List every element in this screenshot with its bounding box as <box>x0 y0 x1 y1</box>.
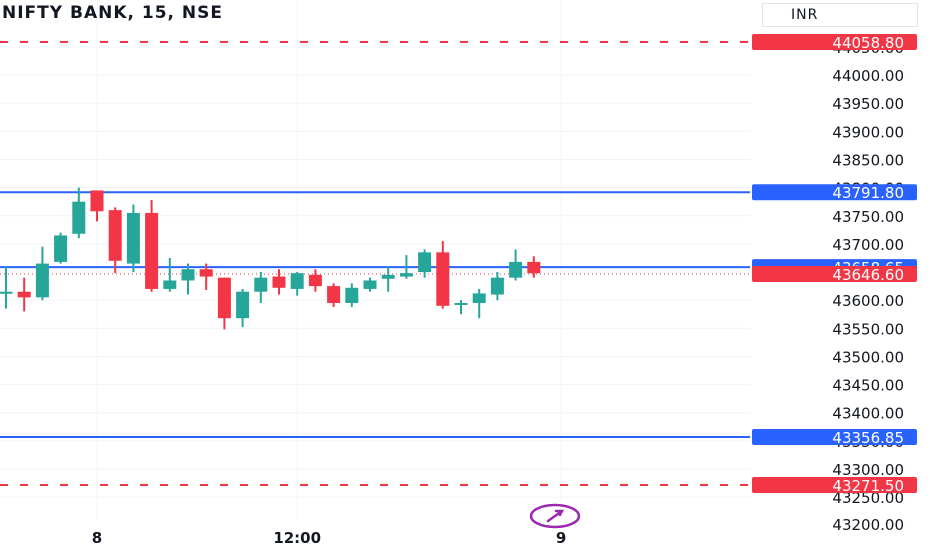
candle-body <box>35 263 49 298</box>
candle <box>217 277 231 330</box>
candle-body <box>308 274 322 287</box>
candle <box>199 263 213 291</box>
candle-body <box>399 273 413 277</box>
candle-body <box>418 252 432 273</box>
candle-body <box>345 287 359 303</box>
candle-body <box>381 274 395 279</box>
candle <box>381 266 395 292</box>
candle-body <box>363 280 377 289</box>
price-badge: 44058.80 <box>752 34 917 52</box>
candle-body <box>272 276 286 288</box>
candle <box>509 249 523 281</box>
price-badge: 43356.85 <box>752 429 917 447</box>
candle <box>236 288 250 328</box>
y-tick-label: 43500.00 <box>832 348 904 366</box>
y-tick-label: 43950.00 <box>832 95 904 113</box>
candle <box>54 232 68 264</box>
candle <box>490 272 504 301</box>
price-badge: 43271.50 <box>752 477 917 495</box>
candle-body <box>236 291 250 319</box>
y-tick-label: 43700.00 <box>832 236 904 254</box>
price-badge: 43791.80 <box>752 184 917 202</box>
candle-body <box>199 269 213 277</box>
candle <box>290 272 304 296</box>
candle <box>363 277 377 292</box>
price-badge-text: 43791.80 <box>832 184 904 202</box>
candle <box>399 255 413 279</box>
candle-body <box>108 210 122 261</box>
price-badge-bg <box>752 34 917 50</box>
currency-selector[interactable]: INR <box>762 3 918 27</box>
candle <box>436 241 450 309</box>
y-tick-label: 43450.00 <box>832 377 904 395</box>
y-tick-label: 43250.00 <box>832 489 904 507</box>
y-tick-label: 43550.00 <box>832 320 904 338</box>
candle-body <box>454 302 468 305</box>
candle <box>327 283 341 307</box>
candle-body <box>254 277 268 292</box>
current-price-badge: 43646.60 <box>752 265 917 284</box>
candle <box>35 246 49 301</box>
candle <box>418 249 432 278</box>
y-tick-label: 43850.00 <box>832 151 904 169</box>
price-badge-text: 43356.85 <box>832 429 904 447</box>
candle-body <box>17 291 31 298</box>
candle <box>254 272 268 303</box>
chart-title: NIFTY BANK, 15, NSE <box>2 3 223 23</box>
y-tick-label: 43400.00 <box>832 405 904 423</box>
candle-body <box>290 273 304 289</box>
candle <box>454 300 468 315</box>
candle <box>272 269 286 295</box>
candle <box>108 207 122 274</box>
y-tick-label: 43300.00 <box>832 461 904 479</box>
lightning-icon-bolt <box>546 509 565 523</box>
x-tick-label: 8 <box>92 529 102 547</box>
y-tick-label: 43750.00 <box>832 208 904 226</box>
candle-body <box>145 212 159 289</box>
candle-body <box>181 269 195 281</box>
x-tick-label: 9 <box>556 529 566 547</box>
lightning-icon[interactable] <box>529 503 581 529</box>
candle-body <box>490 277 504 295</box>
candle <box>90 190 104 222</box>
candle <box>345 283 359 307</box>
candle-body <box>90 190 104 212</box>
current-price-badge-text: 43646.60 <box>832 266 904 284</box>
y-tick-label: 43200.00 <box>832 516 904 534</box>
candle <box>181 263 195 295</box>
candle-body <box>472 293 486 303</box>
price-badge-bg <box>752 429 917 445</box>
candle <box>17 277 31 312</box>
candle-body <box>436 252 450 306</box>
candle <box>72 187 86 239</box>
y-tick-label: 44000.00 <box>832 67 904 85</box>
candle <box>527 256 541 278</box>
candle-body <box>0 291 13 294</box>
candle-body <box>509 261 523 278</box>
candle-body <box>527 261 541 274</box>
candle-body <box>163 280 177 289</box>
price-badge-text: 44058.80 <box>832 34 904 52</box>
candle-body <box>54 235 68 262</box>
candle-body <box>217 277 231 319</box>
price-badge-bg <box>752 184 917 201</box>
y-tick-label: 43600.00 <box>832 292 904 310</box>
candle <box>308 269 322 292</box>
candle <box>163 257 177 292</box>
candle-body <box>126 212 140 264</box>
price-badge-bg <box>752 477 917 494</box>
price-badge-text: 43271.50 <box>832 477 904 495</box>
candle-body <box>327 286 341 303</box>
current-price-badge-bg <box>752 265 917 282</box>
candle <box>145 200 159 292</box>
y-tick-label: 43900.00 <box>832 123 904 141</box>
candle <box>472 288 486 319</box>
candle <box>126 204 140 273</box>
x-tick-label: 12:00 <box>273 529 321 547</box>
candle-body <box>72 201 86 234</box>
candle <box>0 266 13 309</box>
